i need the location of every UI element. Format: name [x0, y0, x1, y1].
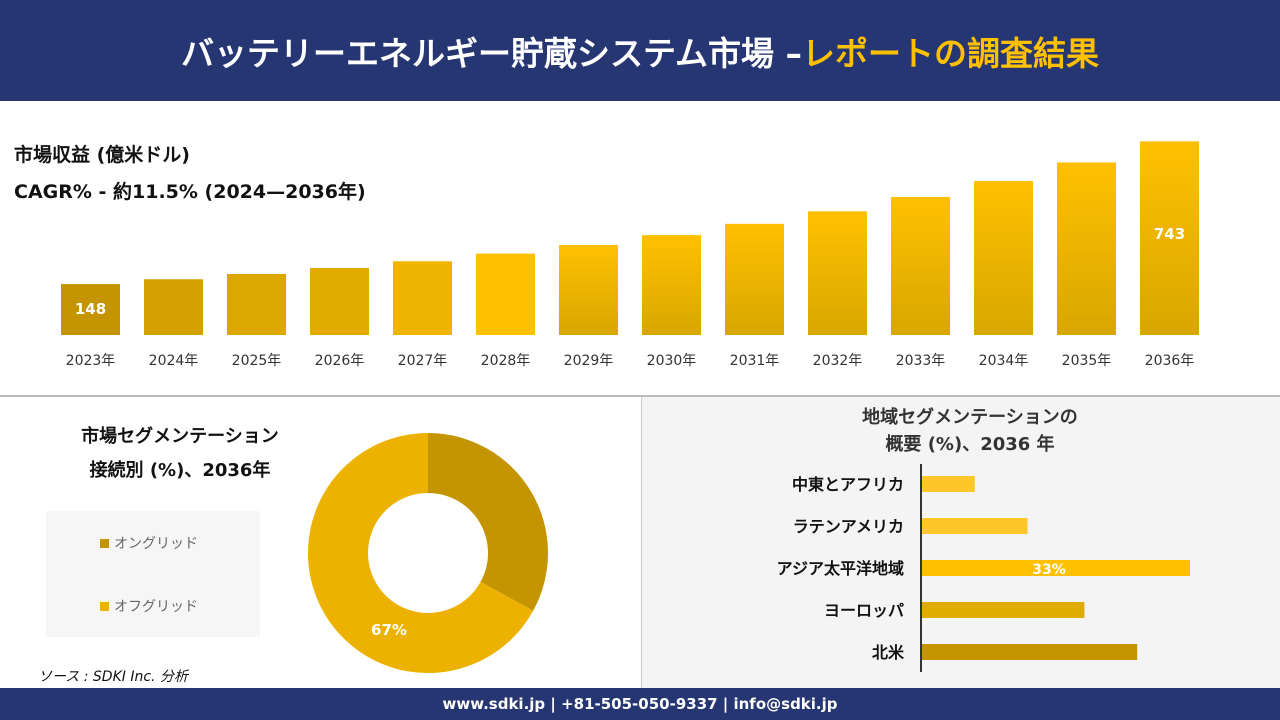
- year-tick-label: 2031年: [730, 353, 780, 369]
- region-label: 中東とアフリカ: [792, 475, 904, 494]
- year-tick-label: 2035年: [1062, 353, 1112, 369]
- revenue-bar: [144, 279, 203, 335]
- year-tick-label: 2027年: [398, 353, 448, 369]
- revenue-bar: [808, 211, 867, 335]
- region-bar: [922, 476, 975, 492]
- revenue-chart-title: 市場収益 (億米ドル): [14, 144, 190, 166]
- revenue-bar: [1057, 162, 1116, 335]
- footer-contact: www.sdki.jp | +81-505-050-9337 | info@sd…: [0, 688, 1280, 720]
- region-panel: [641, 397, 1280, 688]
- year-tick-label: 2026年: [315, 353, 365, 369]
- legend-label: オングリッド: [114, 536, 198, 552]
- region-bar: [922, 560, 1190, 576]
- region-title-line1: 地域セグメンテーションの: [862, 407, 1078, 428]
- revenue-bar: [891, 196, 950, 335]
- region-bar: [922, 602, 1085, 618]
- bar-data-label: 148: [75, 300, 106, 318]
- year-tick-label: 2030年: [647, 353, 697, 369]
- legend-label: オフグリッド: [114, 599, 198, 615]
- legend-item-offgrid: オフグリッド: [100, 596, 198, 616]
- year-tick-label: 2025年: [232, 353, 282, 369]
- region-title-line2: 概要 (%)、2036 年: [885, 434, 1055, 455]
- revenue-bar: [393, 261, 452, 335]
- page-title-accent: レポートの調査結果: [802, 33, 1099, 73]
- revenue-bar: [1140, 141, 1199, 335]
- legend-swatch: [100, 601, 109, 611]
- revenue-bar-chart: 2023年 148 2024年 2025年 2026年 2027年 2028年 2029年 20…: [61, 141, 1199, 369]
- cagr-text: CAGR% - 約11.5% (2024—2036年): [14, 181, 366, 203]
- region-label: ラテンアメリカ: [793, 517, 904, 536]
- divider: [0, 395, 1280, 397]
- year-tick-label: 2032年: [813, 353, 863, 369]
- segment-chart-title: 市場セグメンテーション 接続別 (%)、2036年: [40, 420, 320, 488]
- page-title: バッテリーエネルギー貯蔵システム市場 –: [181, 33, 802, 73]
- bar-data-label: 743: [1154, 225, 1185, 243]
- region-chart-title: 地域セグメンテーションの 概要 (%)、2036 年: [800, 404, 1140, 458]
- region-label: 北米: [872, 643, 905, 662]
- segment-title-line1: 市場セグメンテーション: [81, 426, 279, 447]
- revenue-bar: [476, 253, 535, 335]
- donut-legend: オングリッド オフグリッド: [46, 511, 260, 637]
- revenue-bar: [559, 244, 618, 335]
- segment-title-line2: 接続別 (%)、2036年: [89, 460, 271, 481]
- revenue-bar: [725, 223, 784, 335]
- donut-data-label: 67%: [371, 621, 407, 639]
- connection-donut-chart: 67%: [308, 433, 548, 673]
- revenue-bar: [61, 284, 120, 335]
- region-label: ヨーロッパ: [824, 601, 904, 620]
- region-data-label: 33%: [1032, 562, 1066, 578]
- year-tick-label: 2033年: [896, 353, 946, 369]
- source-note: ソース : SDKI Inc. 分析: [38, 669, 188, 685]
- region-bar: [922, 518, 1028, 534]
- revenue-bar: [227, 274, 286, 335]
- donut-slice-offgrid: [308, 433, 534, 673]
- header-banner: バッテリーエネルギー貯蔵システム市場 – レポートの調査結果: [0, 0, 1280, 101]
- region-label: アジア太平洋地域: [777, 559, 904, 578]
- year-tick-label: 2028年: [481, 353, 531, 369]
- legend-swatch: [100, 538, 109, 548]
- year-tick-label: 2029年: [564, 353, 614, 369]
- donut-slice-ongrid: [428, 433, 548, 611]
- year-tick-label: 2034年: [979, 353, 1029, 369]
- year-tick-label: 2023年: [66, 353, 116, 369]
- revenue-bar: [642, 235, 701, 335]
- region-bar: [922, 644, 1138, 660]
- year-tick-label: 2024年: [149, 353, 199, 369]
- legend-item-ongrid: オングリッド: [100, 533, 198, 553]
- revenue-bar: [310, 268, 369, 335]
- year-tick-label: 2036年: [1145, 353, 1195, 369]
- revenue-bar: [974, 180, 1033, 335]
